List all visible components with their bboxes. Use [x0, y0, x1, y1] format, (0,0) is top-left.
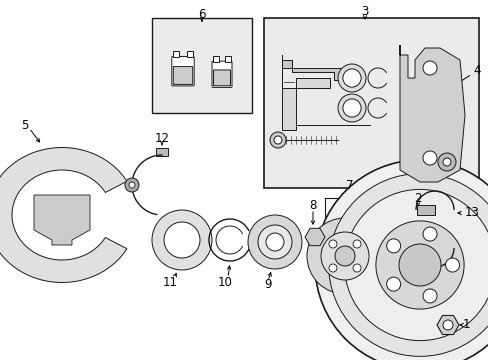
- Circle shape: [422, 61, 436, 75]
- Circle shape: [386, 277, 400, 291]
- Circle shape: [422, 151, 436, 165]
- Text: 7: 7: [346, 179, 353, 192]
- Circle shape: [334, 246, 354, 266]
- Bar: [172, 51, 179, 58]
- Circle shape: [352, 264, 360, 272]
- Bar: [186, 51, 193, 58]
- Circle shape: [328, 264, 336, 272]
- Circle shape: [314, 160, 488, 360]
- Text: 6: 6: [198, 8, 205, 21]
- Text: 4: 4: [472, 63, 480, 77]
- Circle shape: [337, 94, 365, 122]
- Circle shape: [352, 240, 360, 248]
- FancyBboxPatch shape: [173, 67, 192, 84]
- Circle shape: [247, 215, 302, 269]
- Circle shape: [422, 227, 436, 241]
- Text: 2: 2: [413, 192, 421, 204]
- Bar: [264, 18, 478, 188]
- Polygon shape: [34, 195, 90, 245]
- Bar: [156, 148, 168, 156]
- Polygon shape: [399, 45, 464, 182]
- Bar: [416, 205, 434, 215]
- Circle shape: [269, 132, 285, 148]
- Circle shape: [152, 210, 212, 270]
- Text: 3: 3: [361, 5, 368, 18]
- Bar: [213, 56, 218, 62]
- Text: 10: 10: [217, 275, 232, 288]
- Circle shape: [320, 232, 368, 280]
- Circle shape: [328, 240, 336, 248]
- Circle shape: [273, 136, 282, 144]
- Circle shape: [258, 225, 291, 259]
- Circle shape: [375, 221, 463, 309]
- Circle shape: [386, 239, 400, 253]
- Circle shape: [129, 182, 135, 188]
- Text: 12: 12: [154, 131, 169, 144]
- Bar: [225, 56, 230, 62]
- Circle shape: [442, 158, 450, 166]
- Circle shape: [442, 320, 452, 330]
- Text: 5: 5: [21, 118, 29, 131]
- FancyBboxPatch shape: [212, 61, 231, 87]
- Text: 1: 1: [461, 319, 469, 332]
- Circle shape: [337, 64, 365, 92]
- Circle shape: [306, 218, 382, 294]
- Circle shape: [344, 189, 488, 341]
- Circle shape: [216, 226, 244, 254]
- Polygon shape: [0, 148, 127, 283]
- Circle shape: [342, 99, 360, 117]
- Circle shape: [398, 244, 440, 286]
- Circle shape: [422, 289, 436, 303]
- Text: 8: 8: [309, 198, 316, 212]
- Circle shape: [265, 233, 284, 251]
- Circle shape: [342, 69, 360, 87]
- Circle shape: [445, 258, 459, 272]
- Polygon shape: [282, 55, 343, 80]
- Text: 13: 13: [464, 206, 478, 219]
- Bar: [152, 18, 251, 113]
- Circle shape: [125, 178, 139, 192]
- Polygon shape: [282, 55, 329, 130]
- FancyBboxPatch shape: [171, 57, 194, 86]
- Text: 9: 9: [264, 279, 271, 292]
- Circle shape: [328, 174, 488, 356]
- Circle shape: [163, 222, 200, 258]
- Circle shape: [437, 153, 455, 171]
- Text: 11: 11: [162, 275, 177, 288]
- FancyBboxPatch shape: [213, 70, 230, 86]
